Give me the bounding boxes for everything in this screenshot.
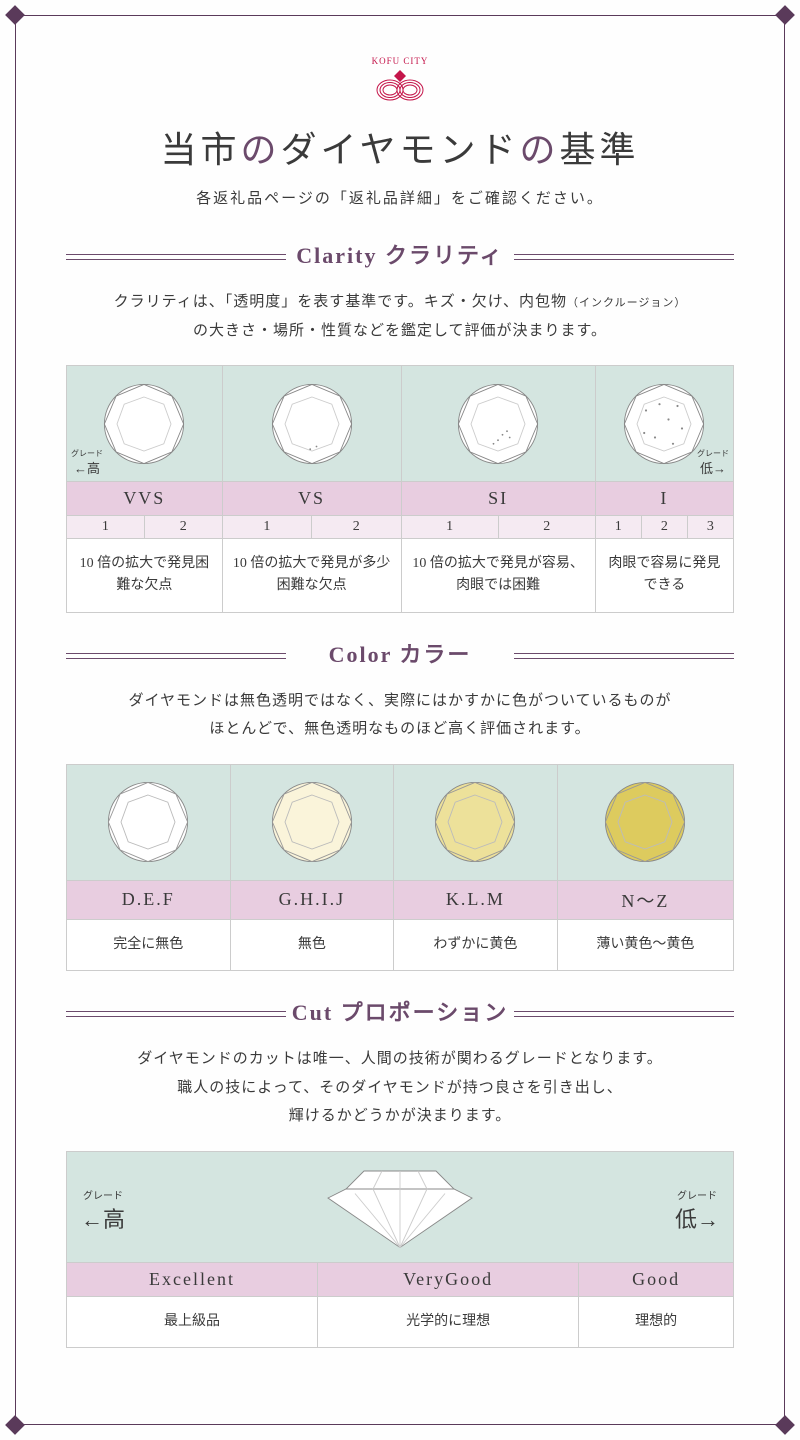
diamond-icon	[103, 777, 193, 867]
clarity-diamond-cell: グレード←高	[67, 366, 223, 482]
color-grade: D.E.F	[67, 880, 231, 919]
color-desc-cell: 無色	[230, 919, 394, 970]
color-desc-cell: わずかに黄色	[394, 919, 558, 970]
clarity-sub: 2	[641, 516, 687, 539]
color-heading: Color カラー	[66, 637, 734, 669]
color-grade: N～Z	[557, 880, 733, 919]
clarity-sub: 2	[312, 516, 401, 539]
cut-heading: Cut プロポーション	[66, 995, 734, 1027]
color-diamond-cell	[557, 764, 733, 880]
cut-desc: ダイヤモンドのカットは唯一、人間の技術が関わるグレードとなります。 職人の技によ…	[66, 1045, 734, 1131]
diamond-icon	[267, 379, 357, 469]
cut-desc-cell: 光学的に理想	[318, 1296, 579, 1347]
cut-grade: Excellent	[67, 1262, 318, 1296]
cut-table: グレード←高 グレード低→ Excellent VeryGood Good 最上…	[66, 1151, 734, 1348]
logo-text: KOFU CITY	[66, 56, 734, 66]
clarity-sub: 3	[687, 516, 733, 539]
clarity-heading: Clarity クラリティ	[66, 238, 734, 270]
clarity-desc-cell: 10 倍の拡大で発見が容易、肉眼では困難	[401, 539, 595, 613]
logo: KOFU CITY	[66, 56, 734, 113]
diamond-icon	[619, 379, 709, 469]
page-title: 当市のダイヤモンドの基準	[66, 121, 734, 173]
clarity-grade: I	[595, 482, 733, 516]
color-desc-cell: 薄い黄色～黄色	[557, 919, 733, 970]
clarity-grade: VS	[222, 482, 401, 516]
diamond-icon	[430, 777, 520, 867]
diamond-side-icon	[310, 1162, 490, 1252]
clarity-sub: 1	[401, 516, 498, 539]
color-desc-cell: 完全に無色	[67, 919, 231, 970]
diamond-icon	[267, 777, 357, 867]
clarity-diamond-cell	[401, 366, 595, 482]
clarity-desc-cell: 肉眼で容易に発見できる	[595, 539, 733, 613]
clarity-desc-cell: 10 倍の拡大で発見困難な欠点	[67, 539, 223, 613]
diamond-icon	[600, 777, 690, 867]
cut-grade: VeryGood	[318, 1262, 579, 1296]
page-subtitle: 各返礼品ページの「返礼品詳細」をご確認ください。	[66, 187, 734, 208]
clarity-grade: VVS	[67, 482, 223, 516]
clarity-diamond-cell: グレード低→	[595, 366, 733, 482]
clarity-desc: クラリティは、「透明度」を表す基準です。キズ・欠け、内包物（インクルージョン） …	[66, 288, 734, 345]
clarity-table: グレード←高 グレード低→ VVS VS SI I 1 2 1 2 1 2 1 …	[66, 365, 734, 613]
clarity-sub: 1	[67, 516, 145, 539]
clarity-sub: 1	[222, 516, 311, 539]
color-grade: K.L.M	[394, 880, 558, 919]
color-desc: ダイヤモンドは無色透明ではなく、実際にはかすかに色がついているものが ほとんどで…	[66, 687, 734, 744]
cut-desc-cell: 理想的	[579, 1296, 734, 1347]
page-frame: KOFU CITY 当市のダイヤモンドの基準 各返礼品ページの「返礼品詳細」をご…	[15, 15, 785, 1425]
diamond-icon	[99, 379, 189, 469]
color-table: D.E.F G.H.I.J K.L.M N～Z 完全に無色 無色 わずかに黄色 …	[66, 764, 734, 971]
grade-low-label: グレード低→	[675, 1192, 719, 1258]
color-grade: G.H.I.J	[230, 880, 394, 919]
color-diamond-cell	[67, 764, 231, 880]
clarity-sub: 2	[498, 516, 595, 539]
clarity-diamond-cell	[222, 366, 401, 482]
color-diamond-cell	[230, 764, 394, 880]
cut-desc-cell: 最上級品	[67, 1296, 318, 1347]
diamond-icon	[453, 379, 543, 469]
clarity-sub: 1	[595, 516, 641, 539]
logo-icon	[370, 68, 430, 106]
clarity-desc-cell: 10 倍の拡大で発見が多少困難な欠点	[222, 539, 401, 613]
cut-grade: Good	[579, 1262, 734, 1296]
clarity-sub: 2	[144, 516, 222, 539]
cut-diamond-cell: グレード←高 グレード低→	[67, 1151, 734, 1262]
grade-high-label: グレード←高	[71, 450, 103, 477]
grade-low-label: グレード低→	[697, 450, 729, 477]
color-diamond-cell	[394, 764, 558, 880]
clarity-grade: SI	[401, 482, 595, 516]
grade-high-label: グレード←高	[81, 1192, 125, 1258]
